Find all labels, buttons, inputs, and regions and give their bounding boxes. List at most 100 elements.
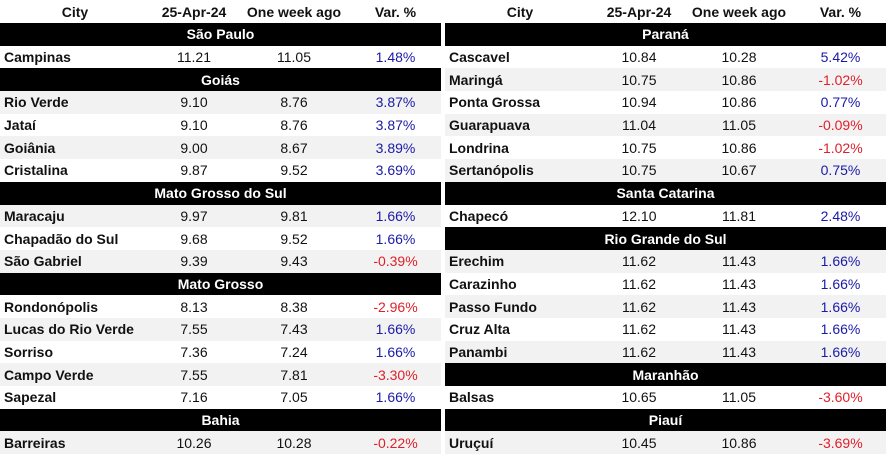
table-row: Guarapuava 11.04 11.05 -0.09% [445,113,886,137]
variation-cell: -1.02% [818,139,863,156]
table-row: Cruz Alta 11.62 11.43 1.66% [445,318,886,341]
week-ago-price-cell: 8.38 [280,298,308,315]
table-row: Ponta Grossa 10.94 10.86 0.77% [445,91,886,114]
left-table: City 25-Apr-24 One week ago Var. % São P… [0,0,441,455]
table-row: Londrina 10.75 10.86 -1.02% [445,136,886,159]
variation-cell: 1.66% [820,298,861,315]
current-price-cell: 7.36 [180,343,208,360]
city-cell: Lucas do Rio Verde [4,321,134,338]
current-price-cell: 9.00 [180,139,208,156]
city-cell: Uruçuí [449,434,494,451]
table-header: City 25-Apr-24 One week ago Var. % [445,0,886,23]
current-price-cell: 11.21 [177,49,211,66]
table-row: Uruçuí 10.45 10.86 -3.69% [445,431,886,455]
current-price-cell: 9.10 [180,117,208,134]
current-price-cell: 12.10 [621,207,657,224]
current-price-cell: 8.13 [180,298,208,315]
current-price-cell: 11.62 [622,321,656,338]
variation-cell: 3.69% [375,162,416,179]
variation-cell: 1.66% [820,275,861,292]
variation-cell: 1.66% [375,389,416,406]
week-ago-price-cell: 10.86 [721,139,757,156]
region-header: Piauí [445,408,886,432]
table-row: Cascavel 10.84 10.28 5.42% [445,46,886,69]
week-ago-price-cell: 11.43 [722,321,756,338]
region-header: Bahia [0,408,441,432]
table-row: Balsas 10.65 11.05 -3.60% [445,386,886,409]
week-ago-price-cell: 8.67 [280,139,308,156]
table-row: Passo Fundo 11.62 11.43 1.66% [445,295,886,318]
current-price-cell: 9.39 [180,253,208,270]
table-row: Sertanópolis 10.75 10.67 0.75% [445,159,886,182]
current-price-cell: 10.75 [621,162,657,179]
table-row: Campo Verde 7.55 7.81 -3.30% [0,363,441,386]
city-cell: Rio Verde [4,94,69,111]
city-cell: Panambi [449,343,508,360]
variation-cell: 3.87% [375,117,416,134]
table-row: Barreiras 10.26 10.28 -0.22% [0,431,441,455]
variation-cell: 5.42% [820,49,861,66]
left-table-body: São Paulo Campinas 11.21 11.05 1.48% Goiás Rio… [0,23,441,455]
city-header: City [506,3,534,20]
current-price-cell: 10.65 [621,389,657,406]
city-cell: Goiânia [4,139,56,156]
week-ago-price-cell: 11.43 [722,298,756,315]
table-row: São Gabriel 9.39 9.43 -0.39% [0,249,441,273]
week-ago-price-cell: 9.52 [280,162,308,179]
region-header: São Paulo [0,23,441,46]
city-cell: Campinas [4,49,71,66]
variation-header: Var. % [819,3,862,20]
current-price-cell: 11.62 [622,253,656,270]
week-ago-price-cell: 11.05 [722,117,756,134]
date-header: 25-Apr-24 [606,3,672,20]
table-row: Rondonópolis 8.13 8.38 -2.96% [0,295,441,318]
city-cell: Cristalina [4,162,68,179]
table-row: Cristalina 9.87 9.52 3.69% [0,159,441,182]
variation-cell: 1.66% [375,343,416,360]
region-header: Paraná [445,23,886,46]
week-ago-price-cell: 7.43 [280,321,308,338]
variation-header: Var. % [374,3,417,20]
region-header: Maranhão [445,363,886,386]
current-price-cell: 11.62 [622,298,656,315]
current-price-cell: 10.94 [621,94,657,111]
city-header: City [61,3,89,20]
table-row: Campinas 11.21 11.05 1.48% [0,46,441,69]
right-table: City 25-Apr-24 One week ago Var. % Paran… [445,0,886,455]
table-row: Maringá 10.75 10.86 -1.02% [445,68,886,92]
table-row: Carazinho 11.62 11.43 1.66% [445,273,886,296]
variation-cell: 1.66% [375,321,416,338]
week-ago-price-cell: 11.05 [277,49,311,66]
week-ago-price-cell: 10.28 [276,434,312,451]
variation-cell: 3.89% [375,139,416,156]
week-ago-header: One week ago [691,3,787,20]
variation-cell: 1.66% [820,343,861,360]
city-cell: Barreiras [4,434,66,451]
table-row: Goiânia 9.00 8.67 3.89% [0,136,441,160]
table-row: Panambi 11.62 11.43 1.66% [445,340,886,364]
variation-cell: 1.66% [375,230,416,247]
current-price-cell: 10.45 [621,434,657,451]
variation-cell: -0.22% [373,434,418,451]
region-header: Rio Grande do Sul [445,227,886,250]
current-price-cell: 9.68 [180,230,208,247]
city-cell: Sorriso [4,343,54,360]
city-cell: Carazinho [449,275,517,292]
date-header: 25-Apr-24 [161,3,227,20]
city-cell: Maringá [449,71,503,88]
right-table-body: Paraná Cascavel 10.84 10.28 5.42% Maringá 10.7… [445,23,886,455]
city-cell: Sapezal [4,389,57,406]
variation-cell: -1.02% [818,71,863,88]
week-ago-price-cell: 7.24 [280,343,308,360]
table-row: Sapezal 7.16 7.05 1.66% [0,386,441,409]
current-price-cell: 11.62 [622,275,656,292]
week-ago-price-cell: 10.86 [721,71,757,88]
city-cell: Londrina [449,139,509,156]
table-row: Chapecó 12.10 11.81 2.48% [445,205,886,228]
city-cell: Cascavel [449,49,510,66]
table-row: Maracaju 9.97 9.81 1.66% [0,204,441,228]
variation-cell: -3.30% [373,366,418,383]
week-ago-price-cell: 7.05 [280,389,308,406]
city-cell: Rondonópolis [4,298,99,315]
